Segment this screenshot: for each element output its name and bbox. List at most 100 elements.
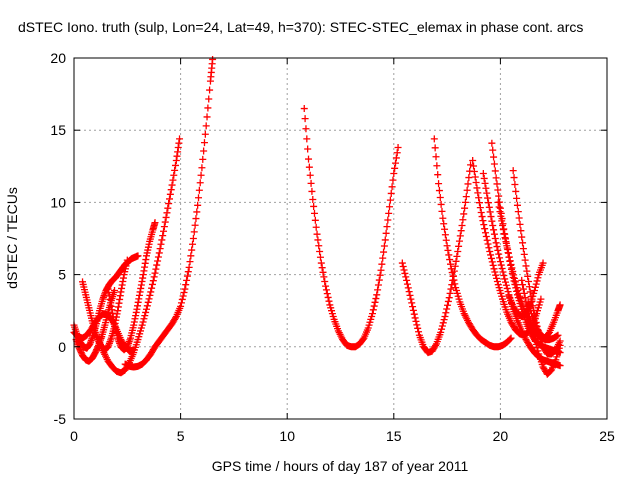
data-point [323, 290, 331, 298]
data-point [389, 176, 397, 184]
data-point [182, 281, 190, 289]
data-marks [70, 55, 564, 378]
data-point [532, 340, 540, 348]
data-point [313, 230, 321, 238]
data-point [145, 295, 153, 303]
y-tick-label: 0 [58, 339, 66, 355]
x-tick-label: 25 [599, 428, 615, 444]
data-point [464, 180, 472, 188]
grid [74, 58, 607, 419]
data-point [369, 306, 377, 314]
y-tick-label: -5 [54, 411, 67, 427]
data-point [398, 259, 406, 267]
y-tick-label: 20 [50, 50, 66, 66]
data-point [384, 216, 392, 224]
data-point [411, 314, 419, 322]
data-point [523, 267, 531, 275]
data-point [176, 135, 184, 143]
data-point [518, 276, 526, 284]
data-point [414, 324, 422, 332]
data-point [405, 288, 413, 296]
data-point [490, 160, 498, 168]
data-point [500, 271, 508, 279]
data-point [209, 55, 217, 63]
data-point [483, 189, 491, 197]
data-point [556, 341, 564, 349]
data-point [501, 234, 509, 242]
data-point [519, 281, 527, 289]
data-point [311, 216, 319, 224]
data-point [448, 281, 456, 289]
data-point [521, 256, 529, 264]
data-point [198, 164, 206, 172]
data-point [473, 184, 481, 192]
data-point [516, 220, 524, 228]
data-point [316, 247, 324, 255]
data-point [476, 199, 484, 207]
data-point [469, 157, 477, 165]
data-point [378, 260, 386, 268]
data-point [310, 202, 318, 210]
data-point [432, 153, 440, 161]
data-point [399, 263, 407, 271]
data-point [412, 317, 420, 325]
data-point [446, 256, 454, 264]
data-point [440, 220, 448, 228]
data-point [554, 331, 562, 339]
data-point [479, 170, 487, 178]
data-point [482, 184, 490, 192]
data-point [305, 163, 313, 171]
data-point [471, 173, 479, 181]
data-point [316, 253, 324, 261]
data-point [479, 217, 487, 225]
series-arc [509, 167, 564, 358]
data-point [321, 278, 329, 286]
data-point [475, 194, 483, 202]
data-point [481, 179, 489, 187]
data-point [162, 213, 170, 221]
data-point [447, 265, 455, 273]
data-point [430, 135, 438, 143]
data-point [370, 302, 378, 310]
data-point [519, 285, 527, 293]
data-point [512, 187, 520, 195]
data-point [455, 237, 463, 245]
data-point [202, 122, 210, 130]
data-point [460, 210, 468, 218]
data-point [461, 204, 469, 212]
data-point [489, 146, 497, 154]
data-point [170, 171, 178, 179]
data-point [320, 273, 328, 281]
data-point [503, 242, 511, 250]
data-point [490, 226, 498, 234]
data-point [305, 155, 313, 163]
data-point [507, 260, 515, 268]
data-point [410, 310, 418, 318]
data-point [155, 249, 163, 257]
data-point [184, 268, 192, 276]
data-point [518, 233, 526, 241]
data-point [319, 268, 327, 276]
data-point [504, 288, 512, 296]
data-point [498, 265, 506, 273]
data-point [444, 301, 452, 309]
data-point [509, 167, 517, 175]
data-point [442, 236, 450, 244]
data-point [515, 214, 523, 222]
data-point [510, 274, 518, 282]
data-point [490, 230, 498, 238]
data-point [506, 257, 514, 265]
data-point [123, 256, 131, 264]
data-point [492, 239, 500, 247]
data-point [556, 362, 564, 370]
x-tick-label: 5 [177, 428, 185, 444]
data-point [532, 280, 540, 288]
data-point [497, 212, 505, 220]
data-point [524, 272, 532, 280]
data-point [164, 204, 172, 212]
data-point [382, 229, 390, 237]
data-point [499, 226, 507, 234]
data-point [443, 305, 451, 313]
data-point [498, 217, 506, 225]
